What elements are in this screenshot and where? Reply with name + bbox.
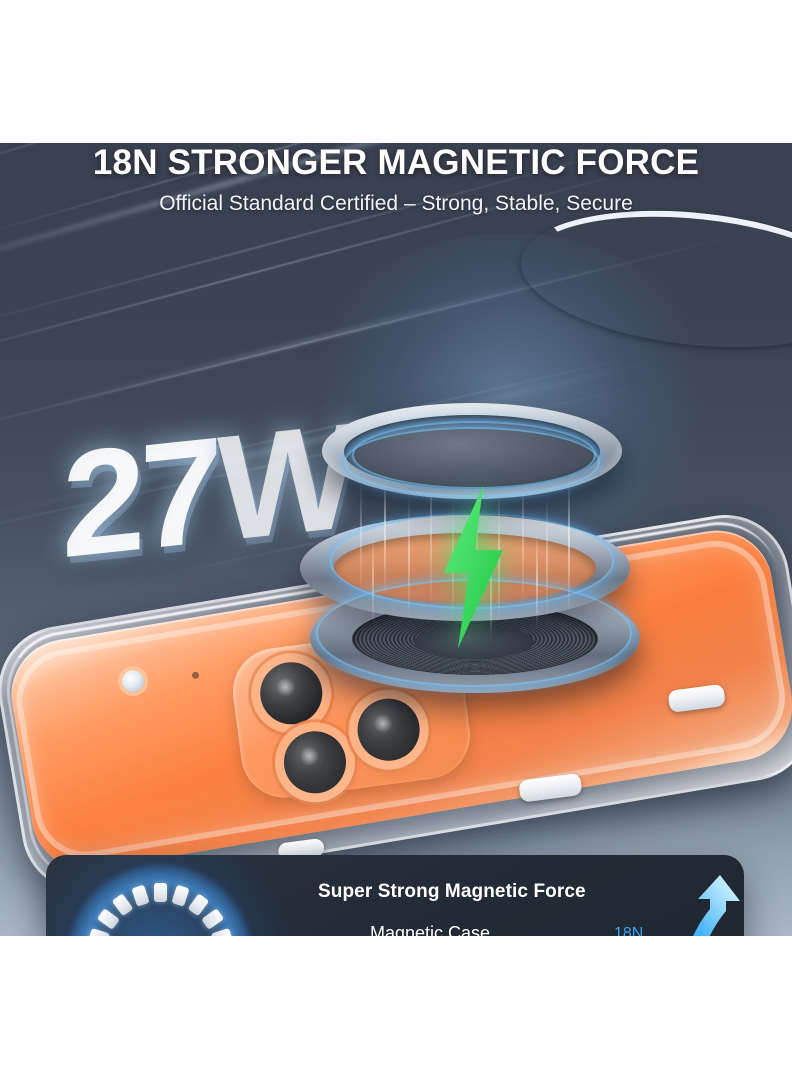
page-title: 18N STRONGER MAGNETIC FORCE [92,143,700,182]
magnetic-field-line [536,529,538,629]
magnetic-field-line [384,447,386,597]
gauge-label: Mag Power [122,934,198,937]
comparison-chart: Super Strong Magnetic Force Magnetic Cas… [262,871,728,936]
mag-power-gauge: Mag Power 18N [68,865,252,937]
magnetic-field-line [360,473,362,593]
magnetic-field-line [476,455,478,615]
magnetic-field-line [408,489,410,619]
magnetic-field-line [430,439,432,609]
panel-title: Super Strong Magnetic Force [318,881,586,902]
magnetic-field-line [372,533,374,623]
page-subtitle: Official Standard Certified – Strong, St… [159,192,633,215]
headline-block: 18N STRONGER MAGNETIC FORCE Official Sta… [0,143,792,216]
bar-label-magnetic-case: Magnetic Case [370,923,491,936]
bar-value-magnetic-case: 18N [614,925,644,936]
magnetic-field-line [546,495,548,620]
magnetic-force-panel: Mag Power 18N Super Strong Magnetic Forc… [46,855,744,936]
upward-arrow-icon [693,875,740,936]
hero-banner: 27W [0,143,792,936]
lightning-bolt-icon [444,485,503,649]
gauge-readout: Mag Power 18N [86,883,234,937]
magnetic-field-line [490,543,492,638]
gauge-segment [153,883,167,902]
magnetic-field-arc-upper [344,427,600,497]
magnetic-charger-stack [300,403,660,723]
magnetic-field-line [522,443,524,608]
magnetic-field-line [568,463,570,613]
